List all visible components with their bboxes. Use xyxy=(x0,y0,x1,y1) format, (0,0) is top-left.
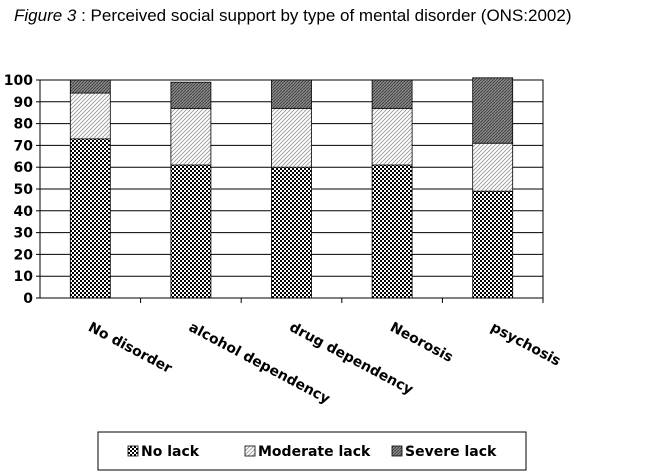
y-tick-label: 100 xyxy=(4,73,33,89)
y-tick-label: 20 xyxy=(14,247,34,263)
bar-segment-severe-lack xyxy=(371,79,413,109)
y-tick-label: 0 xyxy=(23,291,33,307)
bar-segment-no-lack xyxy=(371,164,413,299)
legend-label-severe-lack: Severe lack xyxy=(405,444,497,460)
bar-segment-no-lack xyxy=(170,164,212,299)
figure-title: Figure 3 : Perceived social support by t… xyxy=(14,6,572,26)
legend-swatch-moderate-lack xyxy=(244,445,256,457)
bar-segment-no-lack xyxy=(472,190,514,299)
bar-segment-severe-lack xyxy=(472,77,514,144)
bar-segment-severe-lack xyxy=(170,81,212,109)
figure-title-text: : Perceived social support by type of me… xyxy=(76,6,572,25)
y-tick-label: 60 xyxy=(14,160,34,176)
y-tick-label: 80 xyxy=(14,117,34,133)
y-tick-label: 90 xyxy=(14,95,34,111)
legend-label-no-lack: No lack xyxy=(141,444,200,460)
category-label: psychosis xyxy=(488,319,563,369)
category-label: Neorosis xyxy=(387,319,455,365)
y-tick-label: 30 xyxy=(14,226,34,242)
bar-segment-moderate-lack xyxy=(271,107,312,168)
figure-title-prefix: Figure 3 xyxy=(14,6,77,25)
bar-segment-no-lack xyxy=(271,166,312,299)
legend-box xyxy=(97,431,527,471)
legend-label-moderate-lack: Moderate lack xyxy=(258,444,371,460)
bar-segment-moderate-lack xyxy=(472,142,514,192)
y-tick-label: 50 xyxy=(14,182,34,198)
category-label: No disorder xyxy=(85,319,174,377)
bar-segment-severe-lack xyxy=(69,79,111,94)
bar-segment-moderate-lack xyxy=(170,107,212,166)
legend-swatch-no-lack xyxy=(127,445,139,457)
legend-swatch-severe-lack xyxy=(391,445,403,457)
y-tick-label: 10 xyxy=(14,269,34,285)
legend: No lack Moderate lack Severe lack xyxy=(97,431,527,471)
bar-segment-moderate-lack xyxy=(69,92,111,140)
y-tick-label: 40 xyxy=(14,204,34,220)
bar-segment-severe-lack xyxy=(271,79,312,109)
y-tick-label: 70 xyxy=(14,138,34,154)
bar-segment-no-lack xyxy=(69,138,111,299)
bar-segment-moderate-lack xyxy=(371,107,413,166)
